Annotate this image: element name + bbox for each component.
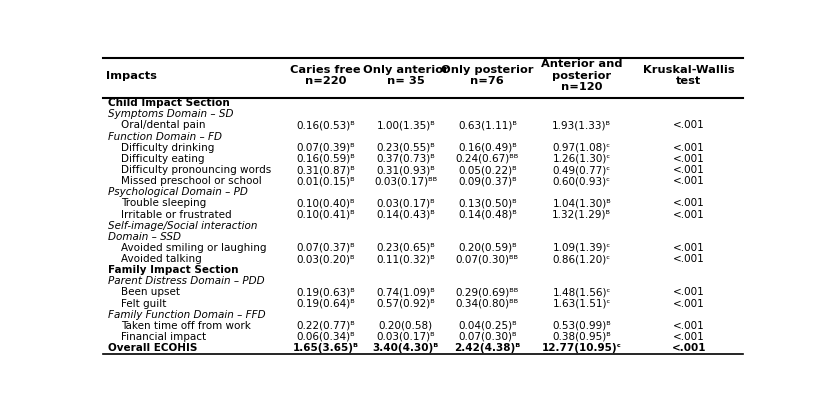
Text: <.001: <.001: [673, 165, 705, 175]
Text: Overall ECOHIS: Overall ECOHIS: [108, 343, 197, 353]
Text: Caries free
n=220: Caries free n=220: [291, 65, 361, 86]
Text: 0.07(0.37)ᴮ: 0.07(0.37)ᴮ: [297, 243, 355, 253]
Text: 0.19(0.64)ᴮ: 0.19(0.64)ᴮ: [297, 299, 355, 308]
Text: Difficulty drinking: Difficulty drinking: [121, 143, 215, 153]
Text: Trouble sleeping: Trouble sleeping: [121, 198, 206, 208]
Text: 0.37(0.73)ᴮ: 0.37(0.73)ᴮ: [377, 154, 435, 164]
Text: 0.04(0.25)ᴮ: 0.04(0.25)ᴮ: [458, 321, 516, 331]
Text: 0.60(0.93)ᶜ: 0.60(0.93)ᶜ: [553, 176, 610, 186]
Text: 0.23(0.65)ᴮ: 0.23(0.65)ᴮ: [377, 243, 435, 253]
Text: Felt guilt: Felt guilt: [121, 299, 167, 308]
Text: Oral/dental pain: Oral/dental pain: [121, 120, 206, 131]
Text: 0.24(0.67)ᴮᴮ: 0.24(0.67)ᴮᴮ: [456, 154, 519, 164]
Text: 12.77(10.95)ᶜ: 12.77(10.95)ᶜ: [542, 343, 622, 353]
Text: 0.34(0.80)ᴮᴮ: 0.34(0.80)ᴮᴮ: [456, 299, 519, 308]
Text: Function Domain – FD: Function Domain – FD: [108, 132, 222, 142]
Text: <.001: <.001: [673, 176, 705, 186]
Text: <.001: <.001: [673, 254, 705, 264]
Text: 0.07(0.30)ᴮ: 0.07(0.30)ᴮ: [458, 332, 516, 342]
Text: 0.31(0.93)ᴮ: 0.31(0.93)ᴮ: [377, 165, 435, 175]
Text: 0.14(0.48)ᴮ: 0.14(0.48)ᴮ: [458, 210, 517, 220]
Text: 0.03(0.17)ᴮ: 0.03(0.17)ᴮ: [377, 198, 435, 208]
Text: 1.26(1.30)ᶜ: 1.26(1.30)ᶜ: [553, 154, 611, 164]
Text: Financial impact: Financial impact: [121, 332, 206, 342]
Text: 0.19(0.63)ᴮ: 0.19(0.63)ᴮ: [297, 288, 355, 297]
Text: 0.86(1.20)ᶜ: 0.86(1.20)ᶜ: [553, 254, 610, 264]
Text: 1.09(1.39)ᶜ: 1.09(1.39)ᶜ: [553, 243, 611, 253]
Text: Family Function Domain – FFD: Family Function Domain – FFD: [108, 310, 266, 320]
Text: 0.09(0.37)ᴮ: 0.09(0.37)ᴮ: [458, 176, 516, 186]
Text: 0.10(0.41)ᴮ: 0.10(0.41)ᴮ: [297, 210, 355, 220]
Text: 0.49(0.77)ᶜ: 0.49(0.77)ᶜ: [553, 165, 610, 175]
Text: <.001: <.001: [673, 198, 705, 208]
Text: 0.13(0.50)ᴮ: 0.13(0.50)ᴮ: [458, 198, 516, 208]
Text: <.001: <.001: [673, 210, 705, 220]
Text: 0.06(0.34)ᴮ: 0.06(0.34)ᴮ: [297, 332, 355, 342]
Text: 1.63(1.51)ᶜ: 1.63(1.51)ᶜ: [553, 299, 611, 308]
Text: 0.20(0.59)ᴮ: 0.20(0.59)ᴮ: [458, 243, 516, 253]
Text: Self-image/Social interaction: Self-image/Social interaction: [108, 221, 258, 231]
Text: <.001: <.001: [673, 143, 705, 153]
Text: Psychological Domain – PD: Psychological Domain – PD: [108, 187, 249, 197]
Text: 0.05(0.22)ᴮ: 0.05(0.22)ᴮ: [458, 165, 516, 175]
Text: Only anterior
n= 35: Only anterior n= 35: [363, 65, 449, 86]
Text: Family Impact Section: Family Impact Section: [108, 265, 239, 275]
Text: 0.74(1.09)ᴮ: 0.74(1.09)ᴮ: [377, 288, 435, 297]
Text: Missed preschool or school: Missed preschool or school: [121, 176, 262, 186]
Text: 0.11(0.32)ᴮ: 0.11(0.32)ᴮ: [377, 254, 435, 264]
Text: 0.97(1.08)ᶜ: 0.97(1.08)ᶜ: [553, 143, 610, 153]
Text: Irritable or frustrated: Irritable or frustrated: [121, 210, 232, 220]
Text: Anterior and
posterior
n=120: Anterior and posterior n=120: [541, 59, 623, 92]
Text: 1.32(1.29)ᴮ: 1.32(1.29)ᴮ: [553, 210, 611, 220]
Text: Only posterior
n=76: Only posterior n=76: [441, 65, 534, 86]
Text: 0.16(0.53)ᴮ: 0.16(0.53)ᴮ: [297, 120, 355, 131]
Text: 0.16(0.49)ᴮ: 0.16(0.49)ᴮ: [458, 143, 517, 153]
Text: Been upset: Been upset: [121, 288, 180, 297]
Text: <.001: <.001: [673, 243, 705, 253]
Text: 0.03(0.17)ᴮ: 0.03(0.17)ᴮ: [377, 332, 435, 342]
Text: <.001: <.001: [673, 120, 705, 131]
Text: 1.00(1.35)ᴮ: 1.00(1.35)ᴮ: [377, 120, 435, 131]
Text: <.001: <.001: [673, 299, 705, 308]
Text: <.001: <.001: [673, 288, 705, 297]
Text: 0.03(0.17)ᴮᴮ: 0.03(0.17)ᴮᴮ: [374, 176, 437, 186]
Text: Impacts: Impacts: [107, 71, 157, 80]
Text: Difficulty eating: Difficulty eating: [121, 154, 205, 164]
Text: 0.57(0.92)ᴮ: 0.57(0.92)ᴮ: [377, 299, 435, 308]
Text: 0.07(0.39)ᴮ: 0.07(0.39)ᴮ: [297, 143, 355, 153]
Text: Taken time off from work: Taken time off from work: [121, 321, 251, 331]
Text: 3.40(4.30)ᴮ: 3.40(4.30)ᴮ: [373, 343, 439, 353]
Text: <.001: <.001: [673, 321, 705, 331]
Text: Child Impact Section: Child Impact Section: [108, 98, 230, 108]
Text: 0.16(0.59)ᴮ: 0.16(0.59)ᴮ: [297, 154, 355, 164]
Text: <.001: <.001: [673, 332, 705, 342]
Text: Avoided talking: Avoided talking: [121, 254, 202, 264]
Text: 1.04(1.30)ᴮ: 1.04(1.30)ᴮ: [553, 198, 611, 208]
Text: Kruskal-Wallis
test: Kruskal-Wallis test: [643, 65, 735, 86]
Text: <.001: <.001: [673, 154, 705, 164]
Text: 0.31(0.87)ᴮ: 0.31(0.87)ᴮ: [297, 165, 355, 175]
Text: 0.53(0.99)ᴮ: 0.53(0.99)ᴮ: [553, 321, 611, 331]
Text: 0.63(1.11)ᴮ: 0.63(1.11)ᴮ: [458, 120, 517, 131]
Text: 1.65(3.65)ᴮ: 1.65(3.65)ᴮ: [292, 343, 358, 353]
Text: 0.20(0.58): 0.20(0.58): [378, 321, 433, 331]
Text: Avoided smiling or laughing: Avoided smiling or laughing: [121, 243, 267, 253]
Text: 1.93(1.33)ᴮ: 1.93(1.33)ᴮ: [553, 120, 611, 131]
Text: 2.42(4.38)ᴮ: 2.42(4.38)ᴮ: [454, 343, 520, 353]
Text: 0.03(0.20)ᴮ: 0.03(0.20)ᴮ: [297, 254, 355, 264]
Text: 0.01(0.15)ᴮ: 0.01(0.15)ᴮ: [297, 176, 355, 186]
Text: Parent Distress Domain – PDD: Parent Distress Domain – PDD: [108, 276, 265, 286]
Text: 1.48(1.56)ᶜ: 1.48(1.56)ᶜ: [553, 288, 611, 297]
Text: Symptoms Domain – SD: Symptoms Domain – SD: [108, 109, 234, 120]
Text: 0.22(0.77)ᴮ: 0.22(0.77)ᴮ: [297, 321, 355, 331]
Text: 0.29(0.69)ᴮᴮ: 0.29(0.69)ᴮᴮ: [456, 288, 519, 297]
Text: 0.10(0.40)ᴮ: 0.10(0.40)ᴮ: [297, 198, 355, 208]
Text: Difficulty pronouncing words: Difficulty pronouncing words: [121, 165, 272, 175]
Text: Domain – SSD: Domain – SSD: [108, 232, 182, 242]
Text: 0.14(0.43)ᴮ: 0.14(0.43)ᴮ: [377, 210, 435, 220]
Text: <.001: <.001: [672, 343, 706, 353]
Text: 0.07(0.30)ᴮᴮ: 0.07(0.30)ᴮᴮ: [456, 254, 519, 264]
Text: 0.23(0.55)ᴮ: 0.23(0.55)ᴮ: [377, 143, 435, 153]
Text: 0.38(0.95)ᴮ: 0.38(0.95)ᴮ: [553, 332, 611, 342]
